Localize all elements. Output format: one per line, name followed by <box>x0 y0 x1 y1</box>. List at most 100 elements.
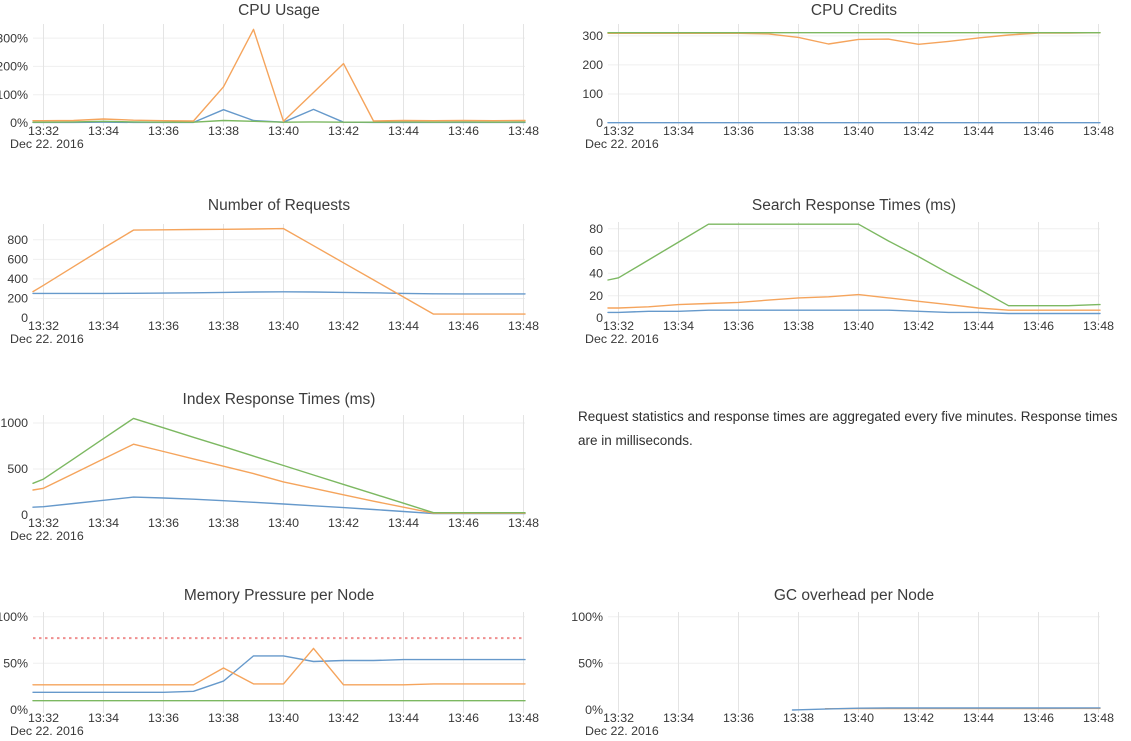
x-tick-label: 13:42 <box>328 319 359 333</box>
x-tick-label: 13:34 <box>88 124 119 138</box>
chart-search: 0 20 40 60 80 13:32 13:34 13:36 13:38 13:40 13:42 1… <box>589 222 1114 333</box>
y-tick-label: 0% <box>10 116 28 130</box>
x-tick-label: 13:48 <box>1083 319 1114 333</box>
x-axis-date-label: Dec 22. 2016 <box>10 137 84 151</box>
chart-title-gc-overhead: GC overhead per Node <box>773 587 935 604</box>
series-line-orange <box>32 443 526 514</box>
x-tick-label: 13:44 <box>388 319 419 333</box>
x-tick-label: 13:40 <box>268 124 299 138</box>
x-tick-label: 13:40 <box>843 124 874 138</box>
chart-title-search-response-times: Search Response Times (ms) <box>751 197 957 214</box>
x-tick-label: 13:36 <box>723 319 754 333</box>
x-tick-label: 13:46 <box>448 319 479 333</box>
series-line-green <box>32 417 526 514</box>
y-tick-label: 0% <box>10 703 28 717</box>
y-tick-label: 400 <box>7 272 28 286</box>
x-axis-date-label: Dec 22. 2016 <box>585 332 659 346</box>
x-tick-label: 13:32 <box>28 124 59 138</box>
chart-title-cpu-credits: CPU Credits <box>810 2 898 19</box>
x-tick-label: 13:38 <box>783 319 814 333</box>
y-tick-label: 200 <box>582 58 603 72</box>
x-tick-label: 13:48 <box>508 319 539 333</box>
x-tick-label: 13:42 <box>328 124 359 138</box>
chart-memory: 0% 50% 100% 13:32 13:34 13:36 13:38 13:40 13:42 1… <box>0 610 539 725</box>
x-tick-label: 13:32 <box>28 516 59 530</box>
y-tick-label: 500 <box>7 462 28 476</box>
x-tick-label: 13:38 <box>208 711 239 725</box>
x-tick-label: 13:32 <box>28 319 59 333</box>
x-tick-label: 13:32 <box>603 124 634 138</box>
y-tick-label: 50% <box>578 657 603 671</box>
x-tick-label: 13:46 <box>1023 319 1054 333</box>
chart-cpu-credits: 0 100 200 300 13:32 13:34 13:36 13:38 13:40 13:42… <box>582 24 1114 138</box>
y-tick-label: 800 <box>7 233 28 247</box>
x-tick-label: 13:46 <box>448 124 479 138</box>
y-tick-label: 0 <box>596 311 603 325</box>
x-axis-date-label: Dec 22. 2016 <box>10 529 84 543</box>
x-tick-label: 13:44 <box>388 711 419 725</box>
y-tick-label: 300% <box>0 31 28 45</box>
series-line-green <box>32 119 526 123</box>
y-tick-label: 50% <box>3 657 28 671</box>
x-axis-date-label: Dec 22. 2016 <box>585 137 659 151</box>
x-tick-label: 13:46 <box>448 711 479 725</box>
y-tick-label: 0 <box>21 311 28 325</box>
x-tick-label: 13:40 <box>268 319 299 333</box>
series-line-blue <box>791 707 1101 711</box>
x-tick-label: 13:48 <box>508 516 539 530</box>
chart-gc: 0% 50% 100% 13:32 13:34 13:36 13:38 13:40 13:42 1… <box>571 610 1114 725</box>
x-tick-label: 13:42 <box>903 319 934 333</box>
x-tick-label: 13:36 <box>723 711 754 725</box>
chart-index: 0 500 1000 13:32 13:34 13:36 13:38 13:40 13:42 13… <box>0 415 539 530</box>
x-tick-label: 13:34 <box>663 711 694 725</box>
y-tick-label: 0% <box>585 703 603 717</box>
series-line-blue <box>607 309 1101 315</box>
chart-title-memory-pressure: Memory Pressure per Node <box>183 587 375 604</box>
series-line-orange <box>607 293 1101 311</box>
x-tick-label: 13:36 <box>148 124 179 138</box>
x-tick-label: 13:48 <box>1083 711 1114 725</box>
y-tick-label: 0 <box>21 508 28 522</box>
y-tick-label: 1000 <box>0 416 28 430</box>
x-tick-label: 13:42 <box>903 124 934 138</box>
y-tick-label: 40 <box>589 267 603 281</box>
x-axis-date-label: Dec 22. 2016 <box>585 724 659 738</box>
series-line-orange <box>32 28 526 123</box>
x-tick-label: 13:48 <box>508 711 539 725</box>
x-tick-label: 13:48 <box>508 124 539 138</box>
y-tick-label: 600 <box>7 253 28 267</box>
chart-title-cpu-usage: CPU Usage <box>238 2 320 19</box>
x-tick-label: 13:40 <box>843 711 874 725</box>
y-tick-label: 80 <box>589 222 603 236</box>
x-tick-label: 13:32 <box>28 711 59 725</box>
y-tick-label: 100 <box>582 87 603 101</box>
aggregation-note: Request statistics and response times ar… <box>578 409 1118 448</box>
x-tick-label: 13:46 <box>1023 711 1054 725</box>
series-line-blue <box>32 291 526 295</box>
y-tick-label: 60 <box>589 244 603 258</box>
x-axis-date-label: Dec 22. 2016 <box>10 332 84 346</box>
x-tick-label: 13:46 <box>1023 124 1054 138</box>
series-line-blue <box>32 496 526 515</box>
x-axis-date-label: Dec 22. 2016 <box>10 724 84 738</box>
x-tick-label: 13:32 <box>603 319 634 333</box>
chart-title-index-response-times: Index Response Times (ms) <box>182 391 376 408</box>
y-tick-label: 20 <box>589 289 603 303</box>
x-tick-label: 13:38 <box>783 124 814 138</box>
chart-title-number-of-requests: Number of Requests <box>207 197 351 214</box>
y-tick-label: 0 <box>596 116 603 130</box>
x-tick-label: 13:40 <box>843 319 874 333</box>
x-tick-label: 13:36 <box>148 516 179 530</box>
y-tick-label: 100% <box>0 610 28 624</box>
x-tick-label: 13:34 <box>663 124 694 138</box>
x-tick-label: 13:38 <box>783 711 814 725</box>
x-tick-label: 13:36 <box>148 319 179 333</box>
x-tick-label: 13:48 <box>1083 124 1114 138</box>
x-tick-label: 13:38 <box>208 124 239 138</box>
series-line-orange <box>32 647 526 686</box>
x-tick-label: 13:40 <box>268 711 299 725</box>
x-tick-label: 13:44 <box>963 711 994 725</box>
series-line-green <box>607 223 1101 307</box>
